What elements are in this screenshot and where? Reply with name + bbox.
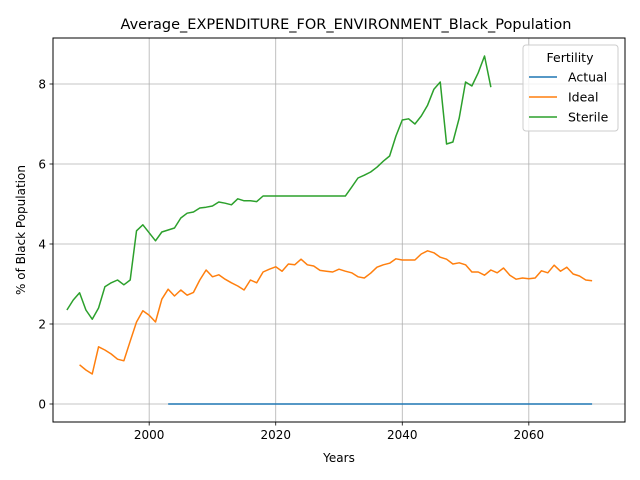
y-tick-label: 4	[38, 237, 46, 251]
series-line-ideal	[79, 250, 593, 375]
y-tick-label: 6	[38, 157, 46, 171]
series-line-sterile	[66, 55, 492, 320]
legend-entries: Actual Ideal Sterile	[529, 70, 609, 125]
x-tick-label: 2000	[134, 428, 165, 442]
y-tick-label: 0	[38, 397, 46, 411]
x-tick-label: 2020	[260, 428, 291, 442]
legend-label-sterile: Sterile	[568, 110, 609, 125]
x-axis: 2000 2020 2040 2060	[134, 422, 544, 442]
plot-lines	[66, 55, 593, 405]
x-tick-label: 2040	[387, 428, 418, 442]
legend-box	[522, 44, 619, 132]
y-tick-label: 8	[38, 77, 46, 91]
legend: Fertility Actual Ideal Sterile	[522, 44, 619, 132]
y-tick-label: 2	[38, 317, 46, 331]
plot-frame	[52, 37, 626, 423]
x-axis-label: Years	[322, 451, 355, 465]
y-axis: 0 2 4 6 8	[38, 77, 53, 411]
chart-title: Average_EXPENDITURE_FOR_ENVIRONMENT_Blac…	[121, 17, 572, 33]
y-axis-label: % of Black Population	[14, 165, 28, 295]
legend-label-actual: Actual	[568, 70, 607, 85]
x-tick-label: 2060	[514, 428, 545, 442]
legend-label-ideal: Ideal	[568, 90, 598, 105]
legend-title: Fertility	[547, 50, 595, 65]
